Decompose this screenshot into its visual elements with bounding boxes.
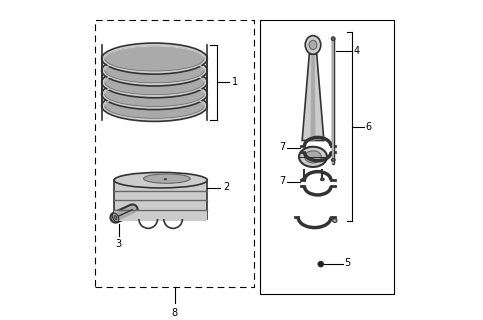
Ellipse shape bbox=[105, 58, 204, 83]
Ellipse shape bbox=[331, 37, 335, 41]
Ellipse shape bbox=[101, 55, 207, 86]
Ellipse shape bbox=[101, 90, 207, 121]
Ellipse shape bbox=[302, 178, 306, 180]
Ellipse shape bbox=[105, 82, 204, 107]
Ellipse shape bbox=[333, 219, 337, 222]
Ellipse shape bbox=[114, 172, 207, 188]
Ellipse shape bbox=[101, 78, 207, 109]
Ellipse shape bbox=[318, 262, 323, 267]
Text: 4: 4 bbox=[354, 45, 359, 55]
Text: 2: 2 bbox=[223, 182, 229, 192]
Ellipse shape bbox=[305, 151, 321, 163]
Bar bbox=[114, 211, 207, 220]
Ellipse shape bbox=[309, 40, 317, 50]
Bar bbox=[260, 20, 394, 294]
Text: 5: 5 bbox=[344, 259, 350, 268]
Ellipse shape bbox=[114, 215, 117, 220]
Ellipse shape bbox=[164, 179, 167, 180]
Ellipse shape bbox=[105, 93, 204, 118]
Ellipse shape bbox=[305, 36, 321, 54]
Ellipse shape bbox=[101, 43, 207, 74]
Ellipse shape bbox=[299, 147, 327, 167]
Ellipse shape bbox=[101, 67, 207, 98]
Text: 7: 7 bbox=[280, 142, 286, 152]
Polygon shape bbox=[302, 54, 324, 140]
Ellipse shape bbox=[105, 70, 204, 95]
Ellipse shape bbox=[143, 174, 190, 183]
Ellipse shape bbox=[320, 263, 322, 265]
Ellipse shape bbox=[105, 46, 204, 71]
Bar bbox=[95, 20, 254, 287]
Text: 8: 8 bbox=[171, 308, 178, 318]
Text: 6: 6 bbox=[366, 122, 372, 132]
Ellipse shape bbox=[113, 213, 119, 222]
Polygon shape bbox=[311, 54, 315, 140]
FancyBboxPatch shape bbox=[114, 180, 207, 219]
Text: 3: 3 bbox=[115, 239, 122, 249]
Ellipse shape bbox=[331, 159, 335, 161]
Text: 1: 1 bbox=[232, 77, 238, 87]
Ellipse shape bbox=[321, 178, 324, 180]
Text: 7: 7 bbox=[280, 176, 286, 186]
